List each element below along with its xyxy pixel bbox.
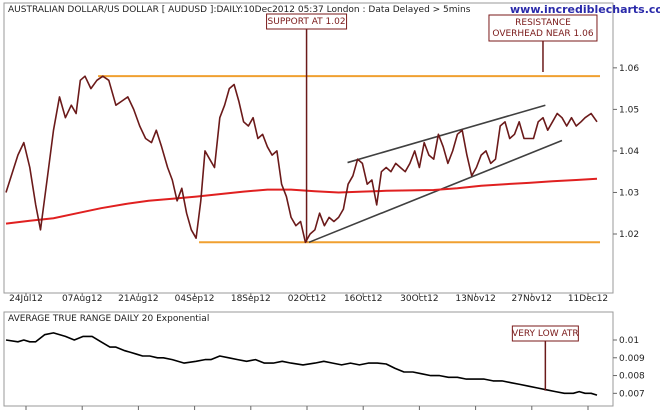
price-x-tick-label: 18Sep12 [231, 294, 271, 304]
atr-y-tick-label: 0.01 [619, 336, 639, 346]
atr-chart-title: AVERAGE TRUE RANGE DAILY 20 Exponential [8, 314, 209, 324]
atr-chart-marks: 0.007 0.008 0.009 0.01 VERY LOW ATR [5, 325, 645, 410]
low-atr-annotation-box [511, 325, 579, 342]
watermark-text: www.incrediblecharts.com [510, 3, 660, 16]
price-x-tick-label: 21Aug12 [118, 294, 158, 304]
price-x-tick-label: 16Oct12 [344, 294, 382, 304]
resistance-annotation-text: RESISTANCE [515, 18, 571, 28]
support-annotation-text: SUPPORT AT 1.02 [268, 17, 346, 27]
price-y-tick-label: 1.02 [619, 230, 639, 240]
price-x-tick-label: 02Oct12 [288, 294, 326, 304]
price-y-tick-label: 1.05 [619, 105, 639, 115]
support-annotation-box [266, 13, 348, 30]
moving-average-line [5, 177, 598, 225]
price-y-tick-label: 1.03 [619, 188, 639, 198]
price-chart-title: AUSTRALIAN DOLLAR/US DOLLAR [ AUDUSD ]:D… [8, 5, 471, 15]
price-y-tick-label: 1.06 [619, 64, 639, 74]
resistance-annotation-text: OVERHEAD NEAR 1.06 [492, 29, 593, 39]
lower-channel-line [308, 139, 563, 244]
price-x-tick-label: 11Dec12 [568, 294, 608, 304]
atr-line [5, 332, 598, 396]
price-x-tick-label: 04Sep12 [175, 294, 215, 304]
atr-panel-frame [3, 311, 614, 407]
price-x-tick-label: 13Nov12 [455, 294, 495, 304]
atr-y-tick-label: 0.008 [619, 372, 645, 382]
price-y-tick-label: 1.04 [619, 147, 639, 157]
price-x-tick-label: 24Jul12 [9, 294, 43, 304]
atr-y-tick-label: 0.007 [619, 389, 645, 399]
resistance-annotation-box [488, 14, 598, 42]
price-chart-marks: 24Jul12 07Aug12 21Aug12 04Sep12 18Sep12 02Oct… [5, 13, 639, 304]
low-atr-annotation-text: VERY LOW ATR [512, 329, 579, 339]
price-line [5, 75, 598, 244]
price-panel-frame [3, 2, 614, 294]
price-x-tick-label: 07Aug12 [62, 294, 102, 304]
atr-y-tick-label: 0.009 [619, 354, 645, 364]
price-x-tick-label: 30Oct12 [400, 294, 438, 304]
upper-channel-line [347, 104, 546, 164]
price-x-tick-label: 27Nov12 [512, 294, 552, 304]
